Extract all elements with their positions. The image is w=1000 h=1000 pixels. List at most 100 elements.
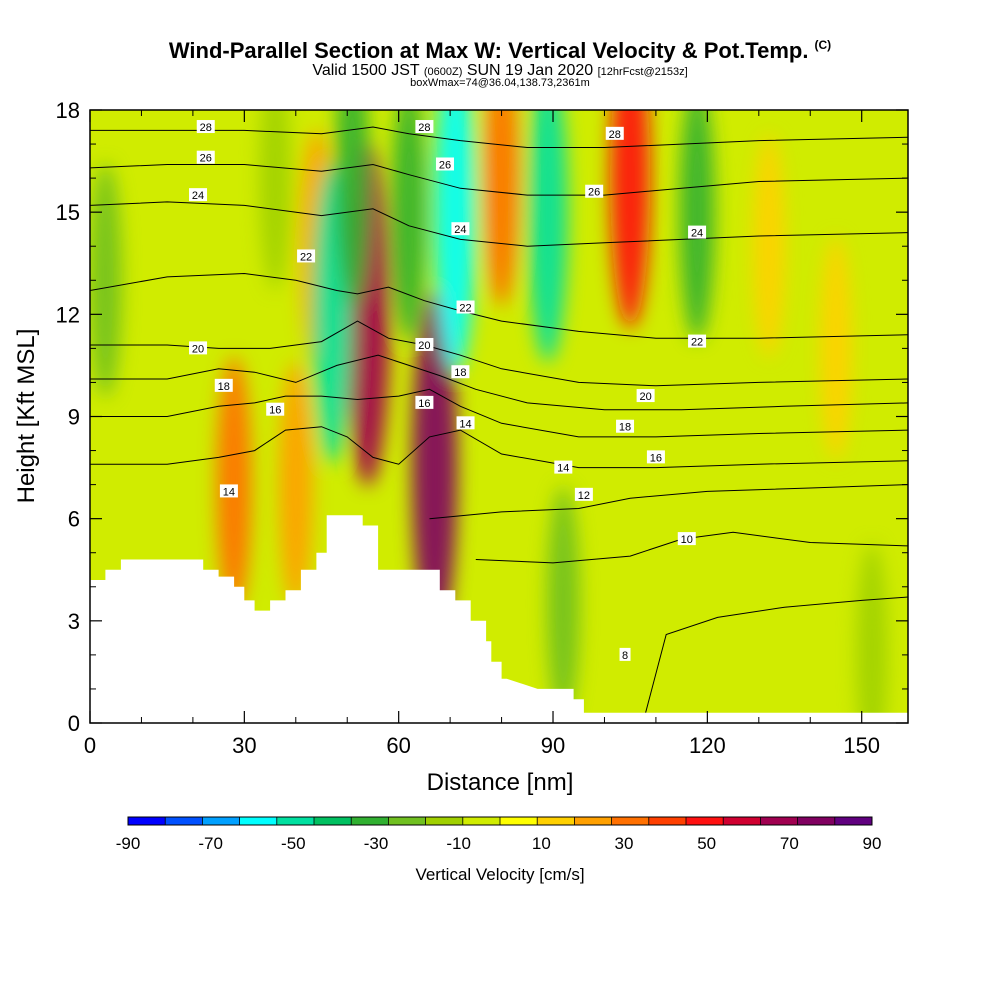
colorbar-tick-label: -30: [364, 834, 389, 853]
contour-label-bg: [574, 487, 593, 501]
velocity-feature: [334, 110, 370, 307]
colorbar-tick-label: -10: [446, 834, 471, 853]
contour-label-bg: [585, 184, 604, 198]
contour-label-22: 22: [297, 249, 316, 263]
contour-label-bg: [646, 450, 665, 464]
theta-contour-8: [645, 596, 908, 713]
velocity-feature: [391, 110, 427, 341]
contour-label-text: 18: [218, 381, 230, 393]
contour-label-text: 20: [418, 340, 430, 352]
contour-label-text: 14: [459, 418, 471, 430]
copyright-mark: (C): [814, 38, 832, 52]
contour-label-8: 8: [619, 647, 631, 662]
contour-label-bg: [196, 150, 215, 164]
contour-label-16: 16: [415, 395, 434, 410]
contour-label-text: 28: [200, 122, 212, 134]
colorbar-swatch: [760, 817, 799, 825]
contour-label-text: 8: [622, 650, 628, 662]
contour-label-bg: [688, 334, 707, 348]
chart-subtitle: Valid 1500 JST (0600Z) SUN 19 Jan 2020 […: [312, 62, 688, 79]
velocity-feature: [856, 543, 888, 723]
colorbar-tick-label: 10: [532, 834, 551, 853]
theta-contour-24: [90, 201, 908, 247]
contour-label-18: 18: [451, 365, 470, 379]
contour-label-bg: [688, 225, 707, 239]
contour-label-text: 18: [454, 367, 466, 379]
terrain-shape: [90, 515, 908, 723]
contour-label-bg: [605, 126, 624, 140]
velocity-feature: [434, 110, 477, 374]
contour-label-text: 26: [439, 159, 451, 171]
contour-label-24: 24: [688, 225, 707, 240]
contour-label-16: 16: [266, 402, 285, 417]
contour-label-26: 26: [435, 157, 454, 171]
theta-contour-22: [90, 272, 908, 339]
velocity-feature: [90, 163, 122, 398]
colorbar-swatch: [388, 817, 427, 825]
colorbar-title: Vertical Velocity [cm/s]: [415, 865, 584, 884]
theta-contour-28: [90, 126, 908, 148]
contour-label-26: 26: [196, 150, 215, 165]
contour-label-18: 18: [616, 419, 635, 434]
contour-label-bg: [435, 157, 454, 171]
theta-contour-18: [90, 354, 908, 411]
contour-label-text: 28: [609, 129, 621, 141]
contour-label-bg: [196, 120, 215, 134]
colorbar-swatch: [723, 817, 761, 825]
x-tick-label: 0: [84, 733, 96, 758]
contour-label-bg: [415, 395, 434, 409]
colorbar-swatch: [128, 817, 166, 825]
theta-contour-12: [429, 484, 908, 520]
contour-label-text: 12: [578, 490, 590, 502]
x-tick-label: 120: [689, 733, 726, 758]
colorbar-tick-label: 70: [780, 834, 799, 853]
contour-label-24: 24: [189, 188, 208, 202]
velocity-feature: [610, 110, 651, 329]
colorbar-swatch: [500, 817, 538, 825]
contour-label-bg: [619, 647, 631, 661]
contour-label-12: 12: [574, 487, 593, 502]
velocity-feature: [679, 110, 715, 341]
contour-label-text: 22: [691, 337, 703, 349]
contour-label-bg: [219, 484, 238, 498]
colorbar-swatch: [276, 817, 315, 825]
velocity-feature: [527, 110, 568, 363]
contour-label-14: 14: [456, 416, 475, 430]
x-axis-title: Distance [nm]: [427, 769, 574, 796]
colorbar-tick-label: -90: [116, 834, 141, 853]
contour-label-20: 20: [636, 389, 655, 403]
box-wmax-info: boxWmax=74@36.04,138.73,2361m: [410, 77, 590, 89]
colorbar-tick-label: 50: [697, 834, 716, 853]
chart-title: Wind-Parallel Section at Max W: Vertical…: [168, 38, 832, 63]
contour-label-16: 16: [646, 450, 665, 464]
colorbar-swatch: [462, 817, 501, 825]
contour-label-14: 14: [219, 484, 238, 498]
colorbar-swatch: [686, 817, 724, 825]
colorbar-tick-label: 90: [863, 834, 882, 853]
contour-label-text: 26: [200, 153, 212, 165]
contour-label-text: 16: [418, 398, 430, 410]
contour-label-bg: [554, 460, 573, 474]
colorbar: -90 -70 -50 -30 -10 10 30 50 70 90: [116, 816, 882, 853]
contour-label-bg: [636, 389, 655, 403]
terrain: [90, 515, 908, 723]
contour-label-bg: [456, 300, 475, 314]
y-tick-label: 12: [56, 302, 80, 327]
contour-label-text: 16: [269, 405, 281, 417]
contour-label-bg: [415, 120, 434, 134]
velocity-feature: [820, 236, 852, 460]
contour-label-20: 20: [415, 337, 434, 352]
contour-label-text: 10: [681, 534, 693, 546]
contour-label-22: 22: [688, 334, 707, 349]
y-tick-label: 18: [56, 98, 80, 123]
contour-label-text: 20: [639, 391, 651, 403]
contour-label-26: 26: [585, 184, 604, 199]
y-tick-label: 15: [56, 200, 80, 225]
velocity-feature: [259, 110, 292, 290]
y-axis-title: Height [Kft MSL]: [13, 329, 40, 504]
colorbar-swatch: [797, 817, 836, 825]
y-tick-label: 3: [68, 609, 80, 634]
colorbar-tick-label: -50: [281, 834, 306, 853]
